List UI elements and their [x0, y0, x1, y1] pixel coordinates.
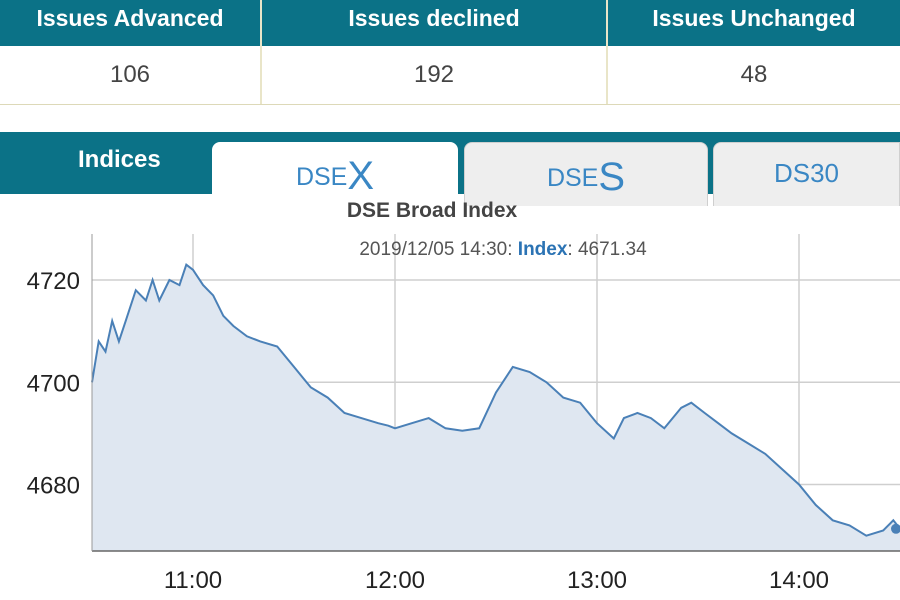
issues-advanced-value: 106 [109, 61, 151, 88]
stats-column-divider [606, 0, 608, 104]
x-tick-label: 14:00 [769, 567, 829, 594]
index-series-line [91, 263, 900, 537]
issues-unchanged-header: Issues Unchanged [652, 5, 856, 31]
tab-dses-label: DSES [546, 155, 626, 199]
tab-ds30-label: DS30 [773, 158, 840, 188]
stats-header-row [0, 0, 900, 46]
issues-unchanged-value: 48 [740, 61, 768, 88]
stats-row-divider [0, 104, 900, 105]
tab-dses[interactable]: DSES [464, 142, 708, 206]
y-tick-label: 4720 [27, 268, 80, 295]
chart-tooltip: 2019/12/05 14:30: Index: 4671.34 [359, 239, 647, 260]
y-axis-ticks: 4680 4700 4720 [27, 268, 80, 500]
x-tick-label: 12:00 [365, 567, 425, 594]
stats-column-divider [260, 0, 262, 104]
dse-broad-index-chart: 4680 4700 4720 11:00 12:00 13:00 14:00 DSE Br… [27, 199, 900, 594]
market-stats-table: Issues Advanced Issues declined Issues U… [0, 0, 900, 106]
x-tick-label: 13:00 [567, 567, 627, 594]
x-tick-label: 11:00 [164, 567, 222, 594]
chart-title: DSE Broad Index [347, 199, 518, 222]
index-area-fill [92, 264, 900, 551]
last-point-marker [891, 523, 900, 534]
tab-dsex-label: DSEX [295, 154, 375, 198]
y-tick-label: 4680 [27, 473, 80, 500]
issues-declined-header: Issues declined [348, 5, 520, 31]
x-axis-ticks: 11:00 12:00 13:00 14:00 [164, 567, 829, 594]
issues-declined-value: 192 [413, 61, 455, 88]
tab-dsex[interactable]: DSEX [212, 142, 458, 206]
issues-advanced-header: Issues Advanced [36, 5, 224, 31]
y-tick-label: 4700 [27, 370, 80, 397]
indices-label: Indices [78, 146, 161, 173]
tab-ds30[interactable]: DS30 [713, 142, 900, 206]
